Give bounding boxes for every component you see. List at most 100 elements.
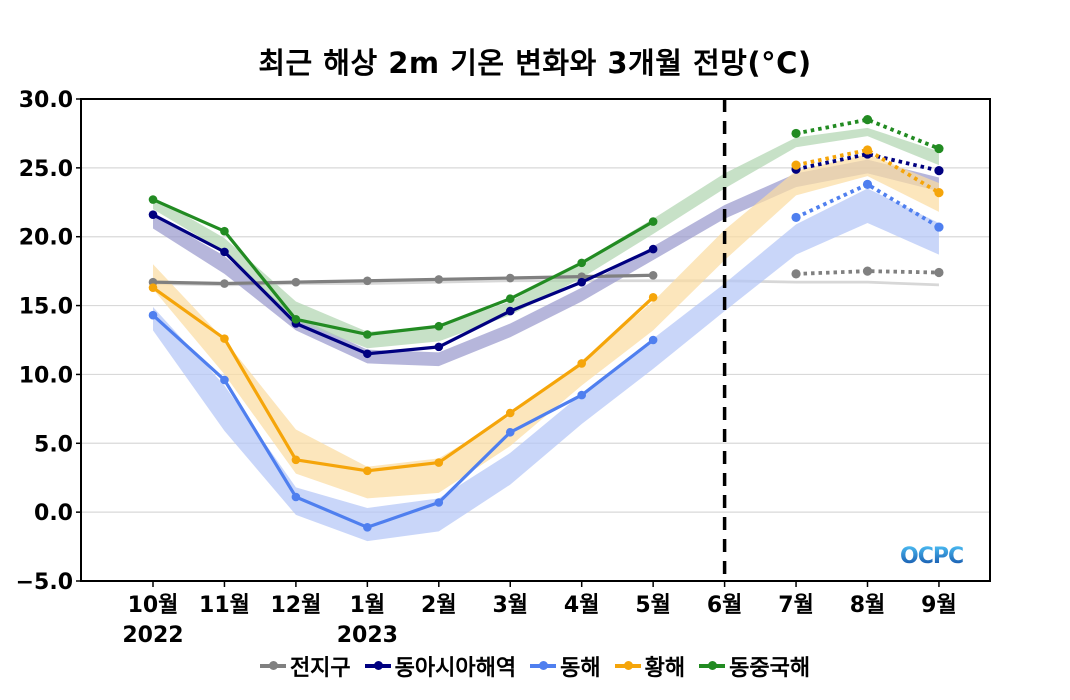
x-tick-label: 9월 (921, 593, 957, 618)
forecast-point-동중국해 (862, 115, 873, 125)
observed-point-동중국해 (291, 315, 301, 324)
legend-swatch (530, 661, 557, 670)
observed-point-황해 (148, 283, 158, 292)
observed-point-전지구 (363, 276, 372, 286)
observed-point-동아시아해역 (577, 277, 586, 287)
x-tick-label: 7월 (778, 593, 814, 618)
forecast-point-동해 (934, 222, 944, 232)
x-tick-label: 10월 (128, 593, 179, 618)
observed-point-황해 (363, 466, 372, 476)
observed-point-황해 (220, 334, 229, 343)
observed-line-동해 (151, 314, 655, 529)
plot-frame (80, 98, 991, 582)
legend-item: 전지구 (259, 650, 351, 682)
x-tick-label: 2월 (421, 593, 457, 618)
observed-point-동중국해 (148, 195, 158, 204)
forecast-line-동아시아해역 (795, 152, 940, 173)
forecast-point-동아시아해역 (934, 166, 944, 176)
x-tick-label: 8월 (850, 593, 886, 618)
observed-line-동중국해 (152, 198, 654, 337)
climatology-bands (153, 127, 939, 542)
observed-point-동아시아해역 (434, 342, 444, 352)
observed-point-동해 (291, 492, 301, 502)
observed-point-동해 (577, 390, 586, 400)
legend-item: 동아시아해역 (364, 650, 517, 682)
observed-point-동중국해 (434, 321, 444, 331)
legend-label: 동아시아해역 (394, 656, 517, 681)
observed-point-동해 (363, 522, 372, 532)
y-tick-label: 5.0 (34, 432, 73, 457)
legend-swatch (699, 661, 726, 670)
observed-point-동아시아해역 (505, 306, 515, 316)
observed-point-전지구 (434, 275, 444, 284)
observed-point-동중국해 (648, 217, 658, 226)
forecast-point-황해 (862, 145, 873, 155)
observed-point-동중국해 (505, 294, 515, 303)
forecast-point-전지구 (934, 267, 944, 278)
legend-swatch (364, 661, 391, 670)
observed-line-황해 (152, 286, 655, 473)
forecast-point-황해 (791, 160, 801, 170)
year-label: 2022 (122, 623, 183, 648)
chart-title: 최근 해상 2m 기온 변화와 3개월 전망(°C) (258, 46, 812, 80)
observed-point-황해 (434, 458, 444, 467)
legend-label: 전지구 (289, 656, 351, 681)
observed-point-동해 (505, 427, 515, 437)
observed-point-전지구 (220, 279, 229, 288)
y-tick-label: 10.0 (19, 363, 73, 388)
x-tick-labels: 10월 11월 12월 1월 2월 3월 4월 5월 6월 7월 8월 9월 2022 2023 (122, 593, 956, 648)
axes (76, 98, 991, 587)
forecast-point-황해 (934, 188, 944, 198)
x-tick-label: 5월 (635, 593, 671, 618)
y-tick-labels: 30.0 25.0 20.0 15.0 10.0 5.0 0.0 −5.0 (16, 88, 73, 595)
y-tick-label: 15.0 (19, 295, 73, 320)
x-tick-label: 4월 (564, 593, 600, 618)
legend-swatch (614, 661, 641, 670)
series-lines (148, 115, 944, 532)
x-tick-label: 1월 (350, 593, 386, 618)
observed-point-동해 (434, 498, 444, 507)
y-tick-label: 25.0 (19, 157, 73, 182)
legend-item: 황해 (614, 650, 686, 682)
observed-point-전지구 (505, 273, 515, 283)
legend-swatch (259, 661, 286, 670)
forecast-point-전지구 (862, 266, 873, 276)
observed-point-동중국해 (577, 258, 586, 268)
x-tick-label: 12월 (270, 593, 321, 618)
legend-item: 동중국해 (699, 650, 810, 682)
observed-point-동아시아해역 (648, 244, 658, 254)
y-tick-label: 0.0 (34, 501, 73, 526)
observed-line-동아시아해역 (152, 213, 654, 356)
forecast-line-동중국해 (795, 117, 940, 151)
legend-label: 동해 (560, 656, 601, 681)
x-tick-label: 3월 (492, 593, 528, 618)
observed-point-동아시아해역 (220, 247, 229, 257)
y-tick-label: 30.0 (19, 88, 73, 113)
observed-point-황해 (505, 408, 515, 418)
forecast-point-동해 (862, 179, 873, 189)
x-tick-label: 6월 (707, 593, 743, 618)
observed-point-전지구 (648, 270, 658, 280)
year-label: 2023 (337, 623, 398, 648)
legend-label: 황해 (644, 656, 686, 681)
forecast-point-동해 (791, 212, 801, 223)
observed-point-황해 (577, 359, 586, 368)
forecast-point-전지구 (791, 269, 801, 279)
y-tick-label: 20.0 (19, 226, 73, 251)
observed-line-전지구 (152, 273, 654, 286)
observed-point-동중국해 (220, 226, 229, 236)
forecast-line-전지구 (795, 269, 939, 276)
forecast-point-동중국해 (791, 128, 801, 139)
observed-point-동해 (220, 375, 229, 385)
legend-label: 동중국해 (729, 656, 811, 681)
observed-point-동중국해 (363, 330, 372, 339)
observed-point-동아시아해역 (363, 349, 372, 359)
y-tick-label: −5.0 (16, 570, 73, 595)
legend: 전지구 동아시아해역 동해 황해 동중국해 (0, 650, 1070, 682)
observed-point-황해 (291, 455, 301, 465)
band-동아시아해역 (153, 159, 939, 367)
forecast-point-동중국해 (934, 143, 944, 154)
ocpc-logo: OCPC (900, 544, 964, 569)
band-동해 (153, 188, 939, 542)
